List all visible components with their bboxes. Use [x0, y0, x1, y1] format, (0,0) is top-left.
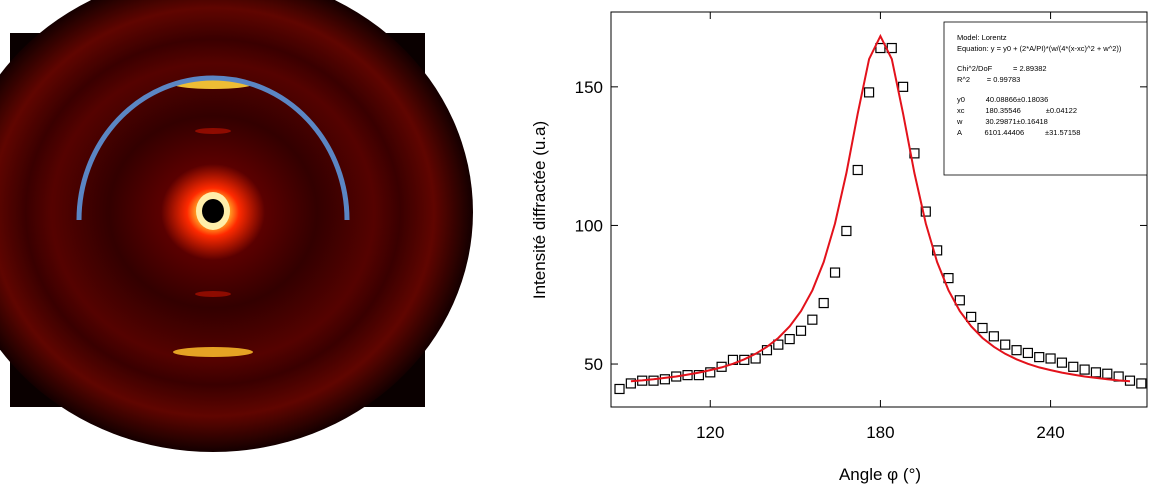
data-point: [954, 295, 965, 306]
x-tick-label: 240: [1036, 423, 1064, 442]
x-axis-label: Angle φ (°): [839, 465, 921, 484]
data-point: [807, 314, 818, 325]
data-point: [1102, 368, 1113, 379]
data-point: [773, 339, 784, 350]
data-point: [898, 81, 909, 92]
data-point: [648, 375, 659, 386]
data-point: [920, 206, 931, 217]
fit-line: [630, 33, 1131, 383]
data-point: [966, 311, 977, 323]
data-point: [1068, 361, 1079, 372]
data-point: [988, 331, 999, 342]
fit-text: Model: Lorentz: [957, 33, 1007, 42]
data-point: [932, 245, 943, 256]
fit-box: [943, 21, 1148, 176]
data-point: [705, 367, 716, 378]
data-point: [841, 225, 852, 237]
data-point: [829, 267, 841, 278]
fit-text: y0 40.08866±0.18036: [957, 95, 1048, 104]
data-point: [784, 333, 795, 345]
data-point: [795, 325, 807, 336]
plot-frame: [610, 11, 1148, 408]
fit-text: A 6101.44406 ±31.57158: [957, 128, 1080, 137]
data-point: [693, 370, 705, 381]
fit-text: R^2 = 0.99783: [957, 75, 1020, 84]
data-point: [1090, 367, 1102, 378]
y-axis-label: Intensité diffractée (u.a): [530, 121, 549, 299]
x-tick-label: 120: [696, 423, 724, 442]
data-point: [1045, 353, 1056, 364]
data-point: [818, 297, 829, 309]
data-point: [1136, 378, 1147, 389]
y-tick-label: 100: [575, 216, 603, 235]
data-point: [852, 164, 863, 176]
data-point: [1000, 339, 1011, 350]
data-point: [739, 354, 750, 365]
data-point: [614, 383, 625, 395]
data-point: [977, 322, 988, 334]
data-point: [1022, 347, 1033, 359]
data-point: [1034, 352, 1045, 363]
data-point: [1011, 345, 1022, 356]
diffraction-image: [0, 0, 473, 452]
y-tick-label: 150: [575, 78, 603, 97]
fit-text: Equation: y = y0 + (2*A/PI)*(w/(4*(x-xc)…: [957, 44, 1122, 53]
fit-text: xc 180.35546 ±0.04122: [957, 106, 1077, 115]
data-point: [1056, 357, 1068, 368]
data-point: [875, 42, 886, 54]
x-tick-label: 180: [866, 423, 894, 442]
fit-text: w 30.29871±0.16418: [956, 117, 1048, 126]
fit-text: Chi^2/DoF = 2.89382: [957, 64, 1047, 73]
y-tick-label: 50: [584, 355, 603, 374]
data-point: [625, 378, 636, 389]
data-point: [1079, 364, 1090, 375]
data-point: [863, 87, 875, 98]
